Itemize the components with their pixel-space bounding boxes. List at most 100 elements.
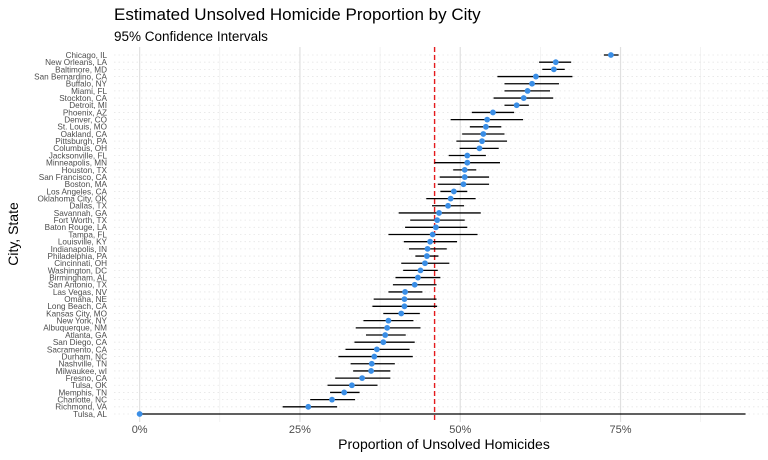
y-tick-label: Dallas, TX	[69, 202, 107, 211]
data-point	[447, 195, 454, 202]
data-point	[482, 123, 489, 130]
data-point	[464, 159, 471, 166]
chart-title: Estimated Unsolved Homicide Proportion b…	[114, 5, 481, 24]
data-point	[380, 339, 387, 346]
y-tick-label: Albuquerque, NM	[43, 324, 107, 333]
data-point	[479, 138, 485, 145]
y-axis-title: City, State	[5, 202, 21, 266]
data-point	[359, 375, 366, 381]
y-tick-label: San Diego, CA	[53, 338, 108, 347]
y-tick-label: Houston, TX	[62, 166, 108, 175]
y-tick-label: Milwaukee, wI	[56, 367, 107, 376]
data-point	[423, 253, 430, 259]
y-tick-label: Denver, CO	[64, 116, 107, 125]
data-point	[464, 152, 471, 159]
y-tick-label: Charlotte, NC	[57, 396, 107, 405]
data-point	[520, 95, 527, 101]
data-point	[480, 131, 487, 137]
data-point	[401, 296, 408, 303]
data-point	[461, 174, 468, 180]
data-point	[450, 188, 457, 195]
y-tick-label: Tulsa, OK	[71, 381, 108, 390]
y-tick-label: Chicago, IL	[66, 51, 108, 60]
x-axis-title: Proportion of Unsolved Homicides	[338, 436, 550, 452]
x-tick-labels: 0% 25% 50% 75%	[132, 424, 632, 436]
x-tick-label: 75%	[610, 424, 632, 436]
data-point	[552, 59, 559, 66]
data-point	[136, 411, 143, 417]
data-point	[436, 210, 442, 216]
data-point	[461, 166, 468, 173]
y-tick-label: Fort Worth, TX	[54, 216, 108, 225]
data-point	[411, 281, 418, 288]
y-tick-label: San Francisco, CA	[39, 173, 108, 182]
data-point	[484, 116, 491, 123]
y-tick-label: Sacramento, CA	[47, 345, 108, 354]
y-tick-label: Atlanta, GA	[65, 331, 107, 340]
data-point	[529, 80, 535, 87]
y-tick-label: Pittsburgh, PA	[55, 137, 107, 146]
data-point	[402, 289, 408, 295]
y-tick-label: Durham, NC	[62, 352, 108, 361]
y-tick-label: Nashville, TN	[58, 360, 107, 369]
data-point	[424, 245, 431, 252]
y-tick-label: Las Vegas, NV	[53, 288, 108, 297]
y-tick-label: New Orleans, LA	[45, 58, 107, 67]
data-point	[513, 102, 520, 109]
data-point	[398, 310, 405, 317]
data-point	[415, 274, 421, 281]
data-point	[385, 317, 392, 324]
data-point	[476, 145, 483, 152]
data-point	[368, 360, 375, 367]
data-point	[382, 332, 389, 338]
y-tick-label: Omaha, NE	[64, 295, 107, 304]
points-group	[136, 52, 614, 417]
y-tick-label: Minneapolis, MN	[46, 159, 107, 168]
y-tick-label: Phoenix, AZ	[63, 108, 107, 117]
y-tick-label: Cincinnati, OH	[54, 259, 107, 268]
data-point	[490, 109, 496, 116]
data-point	[401, 303, 408, 310]
data-point	[329, 396, 335, 403]
y-tick-label: Detroit, MI	[69, 101, 107, 110]
data-point	[384, 324, 391, 331]
data-point	[608, 52, 614, 58]
y-tick-label: Baton Rouge, LA	[45, 223, 108, 232]
y-tick-label: Fresno, CA	[66, 374, 108, 383]
major-gridlines	[139, 47, 622, 422]
y-tick-label: Birmingham, AL	[49, 273, 107, 282]
y-tick-label: Baltimore, MD	[55, 65, 107, 74]
y-tick-label: Savannah, GA	[54, 209, 108, 218]
data-point	[368, 368, 375, 374]
y-tick-label: San Antonio, TX	[48, 281, 108, 290]
y-tick-label: New York, NY	[56, 317, 107, 326]
y-tick-label: Stockton, CA	[59, 94, 107, 103]
data-point	[422, 260, 428, 267]
y-tick-label: Indianapolis, IN	[51, 245, 108, 254]
y-tick-label: Tampa, FL	[68, 230, 107, 239]
y-tick-label: Tulsa, AL	[73, 410, 107, 419]
y-tick-label: Memphis, TN	[58, 388, 107, 397]
y-tick-label: Boston, MA	[65, 180, 108, 189]
y-tick-label: Philadelphia, PA	[48, 252, 108, 261]
y-tick-label: Columbus, OH	[53, 144, 107, 153]
y-tick-label: Washington, DC	[48, 266, 107, 275]
y-tick-label: Richmond, VA	[55, 403, 107, 412]
y-tick-label: Los Angeles, CA	[46, 187, 107, 196]
data-point	[532, 73, 539, 80]
data-point	[460, 181, 467, 188]
y-tick-label: Kansas City, MO	[46, 309, 107, 318]
data-point	[348, 382, 355, 389]
chart-subtitle: 95% Confidence Intervals	[114, 29, 268, 44]
data-point	[524, 88, 531, 94]
data-point	[432, 224, 439, 231]
y-tick-label: Oakland, CA	[61, 130, 108, 139]
data-point	[434, 217, 441, 224]
y-tick-label: Long Beach, CA	[47, 302, 107, 311]
x-tick-label: 25%	[289, 424, 311, 436]
y-tick-label: Louisville, KY	[58, 238, 108, 247]
y-tick-label: San Bernardino, CA	[34, 72, 107, 81]
y-tick-label: Jacksonville, FL	[49, 151, 108, 160]
